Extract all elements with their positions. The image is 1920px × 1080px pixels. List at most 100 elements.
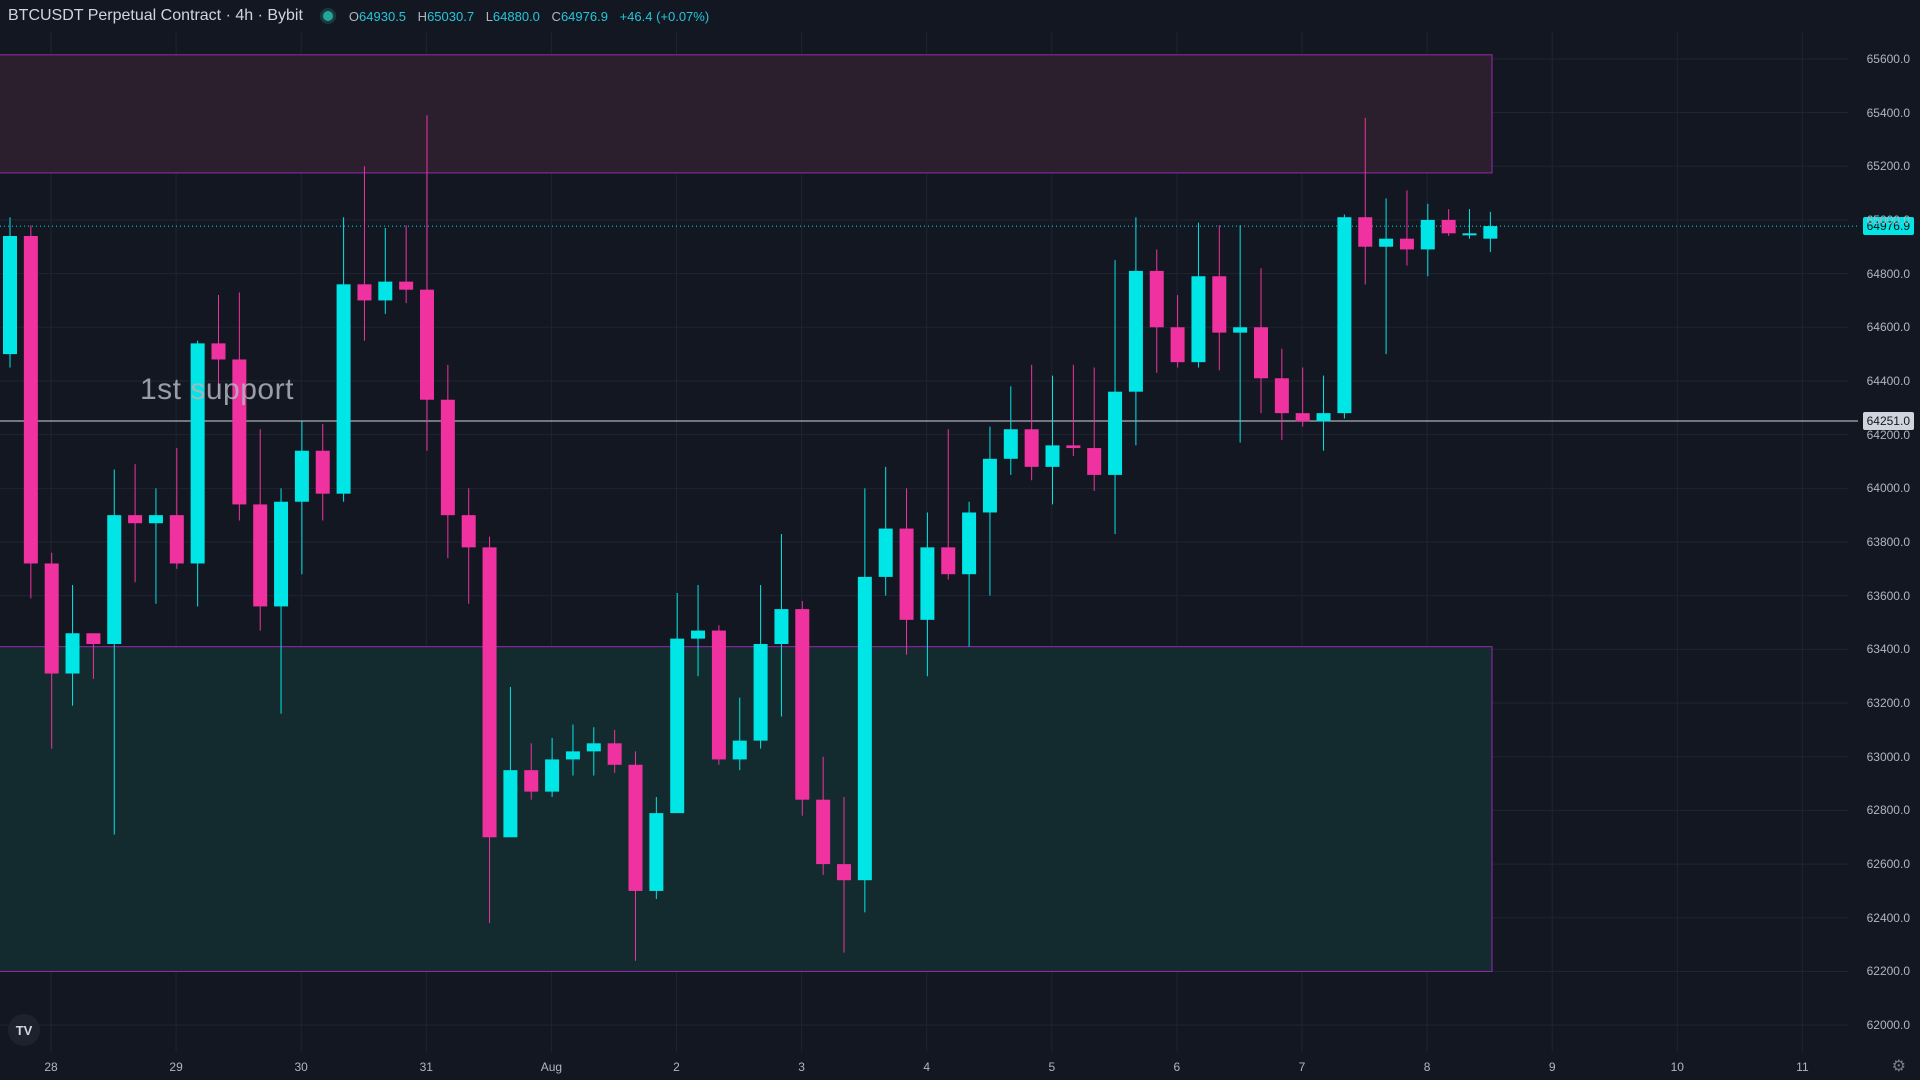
candle <box>795 601 810 816</box>
candle-body <box>1003 429 1018 459</box>
candle <box>1462 209 1477 239</box>
candle-body <box>274 501 289 607</box>
candle <box>461 488 476 604</box>
candle <box>378 227 393 314</box>
candle <box>628 751 643 961</box>
time-axis[interactable]: 28 29 30 31 Aug 2 3 4 5 6 7 8 9 10 11 <box>0 1052 1920 1080</box>
candle-body <box>399 281 414 290</box>
candle <box>86 633 101 679</box>
candle <box>65 584 80 706</box>
last-price-tag: 64976.9 <box>1862 217 1914 236</box>
candle <box>1108 260 1123 534</box>
chart-header: BTCUSDT Perpetual Contract · 4h · Bybit … <box>0 0 1508 32</box>
price-levels <box>0 225 1858 422</box>
candle-body <box>336 284 351 494</box>
candle-body <box>65 633 80 674</box>
candle <box>399 225 414 304</box>
time-tick-label: 10 <box>1670 1060 1684 1074</box>
price-axis[interactable]: 64976.9 64251.0 62000.0 62200.0 62400.0 626… <box>1848 0 1920 1052</box>
candle <box>1149 249 1164 373</box>
candle <box>1483 211 1498 253</box>
time-tick-label: 28 <box>44 1060 58 1074</box>
support-zone <box>0 646 1493 972</box>
candle-body <box>86 633 101 644</box>
candle-body <box>190 343 205 564</box>
symbol-title[interactable]: BTCUSDT Perpetual Contract · 4h · Bybit <box>8 7 303 24</box>
price-tick-label: 65200.0 <box>1866 159 1910 174</box>
candle <box>711 625 726 765</box>
candle <box>524 743 539 800</box>
candle <box>962 501 977 647</box>
candle-body <box>232 359 247 505</box>
candle-body <box>941 547 956 575</box>
candle-body <box>691 630 706 639</box>
candle <box>545 737 560 797</box>
close-label: C <box>551 8 561 24</box>
candle-body <box>107 515 122 644</box>
candle-body <box>1191 276 1206 363</box>
time-tick-label: 2 <box>673 1060 680 1074</box>
time-tick-label: 3 <box>798 1060 805 1074</box>
candle <box>1045 375 1060 505</box>
price-tick-label: 65000.0 <box>1866 212 1910 227</box>
candle <box>670 593 685 814</box>
candle-body <box>503 770 518 838</box>
candle <box>941 429 956 580</box>
candle-body <box>23 236 38 564</box>
candle-body <box>1254 327 1268 379</box>
candle-body <box>1358 217 1373 247</box>
candle <box>1087 367 1102 491</box>
candle <box>837 797 851 953</box>
candle-body <box>1170 327 1185 363</box>
candle-body <box>857 576 872 881</box>
candle-body <box>607 743 622 765</box>
candle <box>274 488 289 714</box>
candle-body <box>565 751 580 760</box>
candle-body <box>294 450 309 502</box>
candle <box>44 552 59 749</box>
candle-body <box>1483 226 1498 239</box>
candle <box>982 426 997 596</box>
price-tick-label: 65400.0 <box>1866 105 1910 120</box>
candle <box>565 724 580 776</box>
tradingview-logo-icon[interactable]: TV <box>8 1014 40 1046</box>
candle <box>232 292 247 521</box>
candle <box>774 533 789 717</box>
resistance-zone <box>0 54 1493 174</box>
candle-body <box>1316 413 1331 422</box>
candle-body <box>795 609 810 800</box>
candle-body <box>253 504 268 607</box>
time-tick-label: 4 <box>923 1060 931 1074</box>
support-annotation[interactable]: 1st support <box>140 373 294 406</box>
candle-body <box>169 515 184 564</box>
candle-body <box>211 343 226 360</box>
time-tick-label: 7 <box>1298 1060 1306 1074</box>
price-tick-label: 64000.0 <box>1866 481 1910 496</box>
time-tick-label: 5 <box>1048 1060 1056 1074</box>
open-value: 64930.5 <box>359 8 407 24</box>
price-tick-label: 63600.0 <box>1866 588 1910 603</box>
candle <box>169 448 184 569</box>
candle-body <box>1045 445 1060 467</box>
candle-body <box>1441 219 1456 234</box>
candle-body <box>420 289 434 400</box>
candle <box>1358 117 1373 285</box>
candle <box>878 466 893 596</box>
open-label: O <box>348 8 360 24</box>
candle <box>816 756 831 875</box>
candle-body <box>357 284 372 301</box>
candle <box>107 469 122 835</box>
candle-body <box>1024 429 1039 467</box>
candle <box>920 512 935 677</box>
candle <box>857 488 872 913</box>
candle <box>253 429 268 631</box>
candle-body <box>482 547 497 838</box>
candle-body <box>378 281 393 301</box>
candle-body <box>711 630 726 760</box>
price-tick-label: 62400.0 <box>1866 910 1910 925</box>
candle-body <box>878 528 893 577</box>
candle-body <box>1087 448 1102 475</box>
gear-icon[interactable]: ⚙ <box>1891 1058 1906 1075</box>
candle-body <box>3 236 17 355</box>
